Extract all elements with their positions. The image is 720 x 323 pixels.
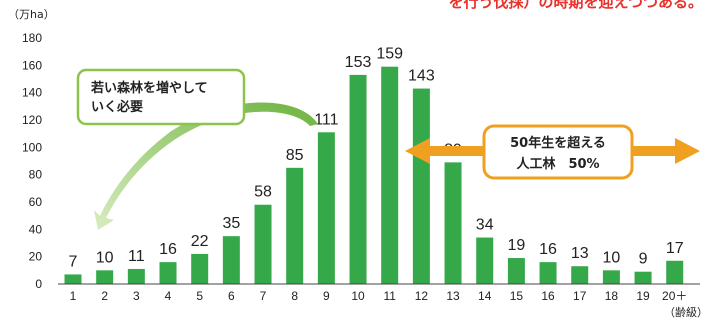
data-label: 10: [96, 249, 114, 266]
young-forest-note-line2: いく必要: [91, 99, 143, 115]
bar: [317, 132, 335, 284]
x-tick-label: 12: [415, 289, 429, 303]
bar: [286, 167, 304, 284]
data-label: 22: [191, 233, 209, 250]
y-tick-label: 160: [22, 58, 42, 72]
data-label: 159: [376, 46, 403, 63]
bars: [64, 66, 684, 285]
x-tick-label: 16: [541, 289, 555, 303]
data-label: 16: [539, 241, 557, 258]
y-tick-label: 0: [35, 277, 42, 291]
bar: [602, 270, 620, 284]
bar: [634, 271, 652, 284]
data-label: 58: [254, 184, 272, 201]
y-tick-label: 40: [29, 222, 43, 236]
x-tick-label: 6: [228, 289, 235, 303]
data-label: 143: [408, 68, 435, 85]
bar: [507, 258, 525, 284]
y-tick-label: 80: [29, 168, 43, 182]
curved-arrow: [94, 102, 318, 230]
over-50-note-line2: 人工林 50%: [516, 156, 599, 172]
data-label: 19: [507, 237, 525, 254]
x-tick-label: 1: [70, 289, 77, 303]
x-tick-label: 17: [573, 289, 587, 303]
bar: [539, 262, 557, 284]
y-tick-label: 20: [29, 250, 43, 264]
x-tick-label: 20＋: [662, 289, 687, 303]
x-tick-label: 4: [165, 289, 172, 303]
x-tick-label: 10: [351, 289, 365, 303]
x-tick-label: 9: [323, 289, 330, 303]
data-label: 85: [286, 147, 304, 164]
bar: [444, 162, 462, 284]
data-label: 10: [602, 249, 620, 266]
data-label: 111: [314, 111, 338, 128]
x-axis-ticks: 1 2 3 4 5 6 7 8 9 10 11 12 13 14 15 16 17 18 19 20＋: [70, 289, 688, 303]
bar: [127, 268, 145, 284]
bar: [666, 260, 684, 284]
bar: [159, 262, 177, 284]
x-tick-label: 8: [291, 289, 298, 303]
bar: [381, 66, 399, 284]
y-axis-unit: （万ha）: [8, 8, 55, 21]
y-axis-ticks: 0 20 40 60 80 100 120 140 160 180: [22, 31, 42, 291]
x-axis-unit: （齢級）: [664, 305, 708, 319]
header-text: を行う伐採）の時期を迎えつつある。: [448, 0, 703, 11]
x-tick-label: 15: [510, 289, 524, 303]
x-tick-label: 2: [101, 289, 108, 303]
data-label: 9: [639, 251, 648, 268]
young-forest-note-line1: 若い森林を増やして: [90, 80, 208, 96]
young-forest-note-box: [76, 68, 246, 126]
over-50-note-box: [482, 124, 634, 180]
over-50-note-line1: 50年生を超える: [510, 135, 606, 151]
bar: [349, 74, 367, 285]
bar: [222, 236, 240, 284]
data-label: 13: [571, 245, 589, 262]
x-tick-label: 14: [478, 289, 492, 303]
x-tick-label: 18: [605, 289, 619, 303]
bar: [412, 88, 430, 284]
data-label: 7: [69, 253, 78, 270]
data-label: 17: [666, 240, 684, 257]
bar: [571, 266, 589, 284]
x-tick-label: 7: [260, 289, 267, 303]
data-label: 153: [345, 54, 372, 71]
data-label: 34: [476, 217, 494, 234]
bar: [191, 253, 209, 284]
data-label: 35: [222, 215, 240, 232]
bar: [254, 204, 272, 284]
data-label: 11: [128, 248, 145, 265]
x-tick-label: 13: [446, 289, 460, 303]
bar: [96, 270, 114, 284]
value-labels: 7101116223558851111531591438934191613109…: [69, 46, 684, 271]
x-tick-label: 3: [133, 289, 140, 303]
bar: [476, 237, 494, 284]
y-tick-label: 140: [22, 86, 42, 100]
y-tick-label: 60: [29, 195, 43, 209]
x-tick-label: 5: [196, 289, 203, 303]
y-tick-label: 120: [22, 113, 42, 127]
y-tick-label: 100: [22, 140, 42, 154]
x-tick-label: 11: [383, 289, 396, 303]
y-tick-label: 180: [22, 31, 42, 45]
bar: [64, 274, 82, 284]
x-tick-label: 19: [636, 289, 650, 303]
data-label: 16: [159, 241, 177, 258]
